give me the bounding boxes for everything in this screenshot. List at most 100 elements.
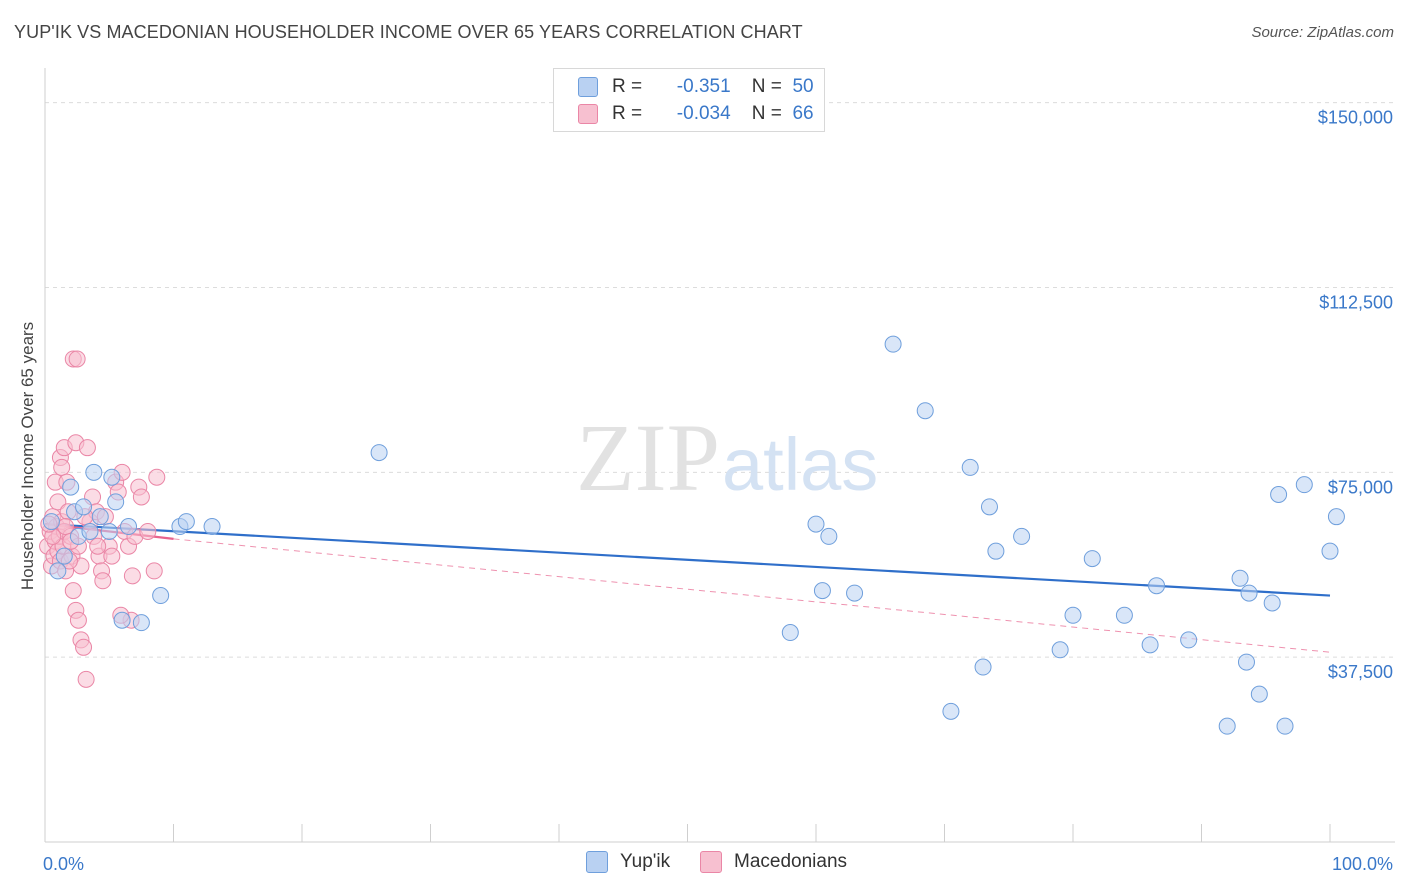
y-tick-label: $75,000 bbox=[1328, 477, 1393, 497]
y-tick-label: $112,500 bbox=[1319, 292, 1393, 312]
stats-legend: R = -0.351 N = 50 R = -0.034 N = 66 bbox=[553, 68, 825, 132]
point-macedonians bbox=[139, 522, 157, 540]
data-points bbox=[39, 335, 1345, 735]
point-yupik bbox=[1250, 685, 1268, 703]
point-yupik bbox=[1013, 527, 1031, 545]
point-yupik bbox=[846, 584, 864, 602]
point-yupik bbox=[62, 478, 80, 496]
point-macedonians bbox=[68, 350, 86, 368]
point-macedonians bbox=[77, 670, 95, 688]
trend-line-macedonians-extended bbox=[173, 538, 1331, 653]
point-yupik bbox=[1180, 631, 1198, 649]
point-yupik bbox=[132, 614, 150, 632]
point-macedonians bbox=[94, 572, 112, 590]
r-label: R = bbox=[612, 103, 643, 124]
point-macedonians bbox=[123, 567, 141, 585]
point-yupik bbox=[1321, 542, 1339, 560]
point-macedonians bbox=[69, 611, 87, 629]
point-yupik bbox=[91, 508, 109, 526]
point-yupik bbox=[916, 402, 934, 420]
n-label: N = bbox=[751, 103, 782, 124]
point-macedonians bbox=[78, 439, 96, 457]
legend-label-macedonians: Macedonians bbox=[734, 851, 848, 872]
point-yupik bbox=[1295, 476, 1313, 494]
point-yupik bbox=[1231, 569, 1249, 587]
watermark-atlas: atlas bbox=[722, 423, 878, 506]
point-yupik bbox=[1141, 636, 1159, 654]
n-value: 50 bbox=[792, 76, 814, 97]
legend-item-yupik[interactable]: Yup'ik bbox=[586, 851, 670, 873]
point-macedonians bbox=[132, 488, 150, 506]
point-macedonians bbox=[148, 468, 166, 486]
y-tick-label: $37,500 bbox=[1328, 662, 1393, 682]
point-yupik bbox=[1218, 717, 1236, 735]
point-yupik bbox=[81, 522, 99, 540]
point-yupik bbox=[370, 444, 388, 462]
r-label: R = bbox=[612, 76, 643, 97]
point-macedonians bbox=[75, 638, 93, 656]
pink-swatch bbox=[700, 851, 722, 873]
trend-line-yupik bbox=[44, 522, 1331, 597]
point-yupik bbox=[820, 527, 838, 545]
gridlines bbox=[45, 102, 1395, 658]
x-tick-label-max: 100.0% bbox=[1332, 854, 1393, 874]
point-yupik bbox=[1237, 653, 1255, 671]
point-macedonians bbox=[89, 537, 107, 555]
point-yupik bbox=[55, 547, 73, 565]
point-yupik bbox=[1051, 641, 1069, 659]
point-yupik bbox=[1083, 550, 1101, 568]
point-yupik bbox=[942, 702, 960, 720]
point-yupik bbox=[987, 542, 1005, 560]
point-macedonians bbox=[53, 458, 71, 476]
point-yupik bbox=[203, 518, 221, 536]
legend-label-yupik: Yup'ik bbox=[620, 851, 671, 872]
point-yupik bbox=[974, 658, 992, 676]
point-yupik bbox=[884, 335, 902, 353]
point-yupik bbox=[1276, 717, 1294, 735]
blue-swatch bbox=[586, 851, 608, 873]
axes bbox=[44, 68, 1395, 843]
legend-row-yupik: R = -0.351 N = 50 bbox=[578, 75, 814, 99]
r-value: -0.034 bbox=[676, 103, 731, 124]
point-yupik bbox=[152, 587, 170, 605]
point-macedonians bbox=[64, 582, 82, 600]
point-yupik bbox=[177, 513, 195, 531]
point-yupik bbox=[1263, 594, 1281, 612]
source-label: Source: ZipAtlas.com bbox=[1251, 24, 1394, 41]
point-macedonians bbox=[49, 493, 67, 511]
x-tick-label-min: 0.0% bbox=[43, 854, 84, 874]
point-yupik bbox=[980, 498, 998, 516]
r-value: -0.351 bbox=[676, 76, 731, 97]
legend-row-macedonians: R = -0.034 N = 66 bbox=[578, 102, 814, 126]
point-yupik bbox=[1240, 584, 1258, 602]
point-yupik bbox=[1327, 508, 1345, 526]
point-yupik bbox=[42, 513, 60, 531]
point-yupik bbox=[1115, 606, 1133, 624]
y-axis-title: Householder Income Over 65 years bbox=[18, 322, 37, 590]
point-yupik bbox=[49, 562, 67, 580]
point-yupik bbox=[107, 493, 125, 511]
legend-item-macedonians[interactable]: Macedonians bbox=[700, 851, 847, 873]
point-yupik bbox=[1148, 577, 1166, 595]
point-yupik bbox=[961, 458, 979, 476]
chart-title: YUP'IK VS MACEDONIAN HOUSEHOLDER INCOME … bbox=[14, 22, 803, 42]
pink-swatch bbox=[578, 104, 598, 124]
n-label: N = bbox=[751, 76, 782, 97]
point-yupik bbox=[813, 582, 831, 600]
point-yupik bbox=[781, 624, 799, 642]
point-yupik bbox=[103, 468, 121, 486]
watermark-zip: ZIP bbox=[576, 404, 720, 511]
point-yupik bbox=[100, 522, 118, 540]
point-yupik bbox=[85, 463, 103, 481]
point-yupik bbox=[807, 515, 825, 533]
point-macedonians bbox=[145, 562, 163, 580]
axis-labels: $37,500 $75,000 $112,500 $150,000 0.0% 100.0%… bbox=[18, 108, 1393, 874]
blue-swatch bbox=[578, 77, 598, 97]
point-yupik bbox=[120, 518, 138, 536]
point-yupik bbox=[113, 611, 131, 629]
n-value: 66 bbox=[792, 103, 814, 124]
point-yupik bbox=[1064, 606, 1082, 624]
trend-lines bbox=[44, 522, 1331, 653]
point-macedonians bbox=[103, 547, 121, 565]
